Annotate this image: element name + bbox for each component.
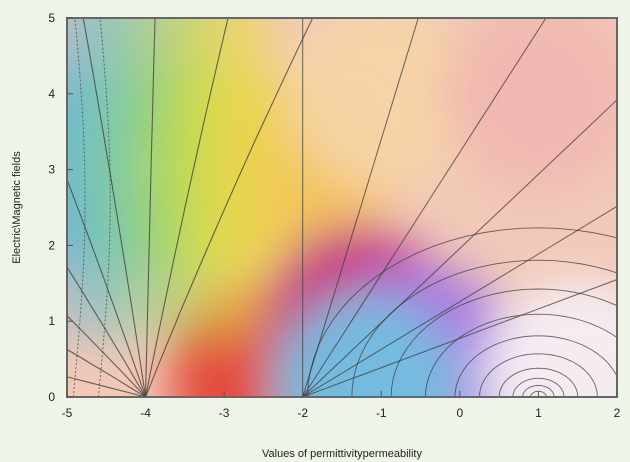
x-tick-label: -5 [62, 406, 73, 420]
x-tick-label: 1 [535, 406, 542, 420]
x-tick-label: -2 [297, 406, 308, 420]
y-tick-label: 5 [48, 11, 55, 25]
contour-line [302, 18, 419, 397]
contour-line [302, 279, 617, 397]
y-tick-label: 3 [48, 163, 55, 177]
y-tick-label: 4 [48, 87, 55, 101]
contour-line [522, 385, 555, 397]
contour-line [307, 227, 617, 397]
contour-line [97, 18, 111, 397]
x-tick-label: -1 [376, 406, 387, 420]
color-region [482, 279, 617, 397]
contour-line [72, 18, 86, 397]
plot-frame [66, 17, 618, 398]
contour-line [302, 18, 547, 397]
x-tick-label: -3 [219, 406, 230, 420]
contour-line [145, 18, 156, 397]
x-axis-title: Values of permittivitypermeability [262, 448, 422, 460]
contour-line [512, 377, 565, 397]
color-band [207, 18, 288, 345]
contour-line [479, 353, 598, 397]
contour-line [302, 205, 617, 397]
contour-line [454, 335, 617, 397]
contour-line [82, 18, 147, 397]
color-region [443, 18, 617, 189]
x-axis-ticks: -5 -4 -3 -2 -1 0 1 2 [62, 391, 621, 420]
x-tick-label: 0 [457, 406, 464, 420]
y-axis-title: Electric\Magnetic fields [11, 151, 23, 264]
contour-line [67, 314, 147, 397]
contour-line [67, 348, 146, 397]
contour-line [67, 178, 147, 397]
y-tick-label: 0 [48, 390, 55, 404]
contour-line [302, 99, 617, 397]
y-tick-label: 1 [48, 314, 55, 328]
x-tick-label: 2 [614, 406, 621, 420]
contour-line [145, 18, 229, 397]
contour-lines [67, 18, 617, 397]
contour-line [351, 259, 617, 397]
color-region [286, 18, 477, 189]
contour-line [390, 288, 617, 397]
contour-line [67, 266, 147, 397]
x-tick-label: -4 [140, 406, 151, 420]
contour-line [67, 376, 146, 397]
contour-line [425, 313, 617, 397]
y-axis-ticks: 0 1 2 3 4 5 [48, 11, 73, 404]
contour-line [498, 367, 579, 397]
y-tick-label: 2 [48, 238, 55, 252]
contour-line [145, 18, 314, 397]
